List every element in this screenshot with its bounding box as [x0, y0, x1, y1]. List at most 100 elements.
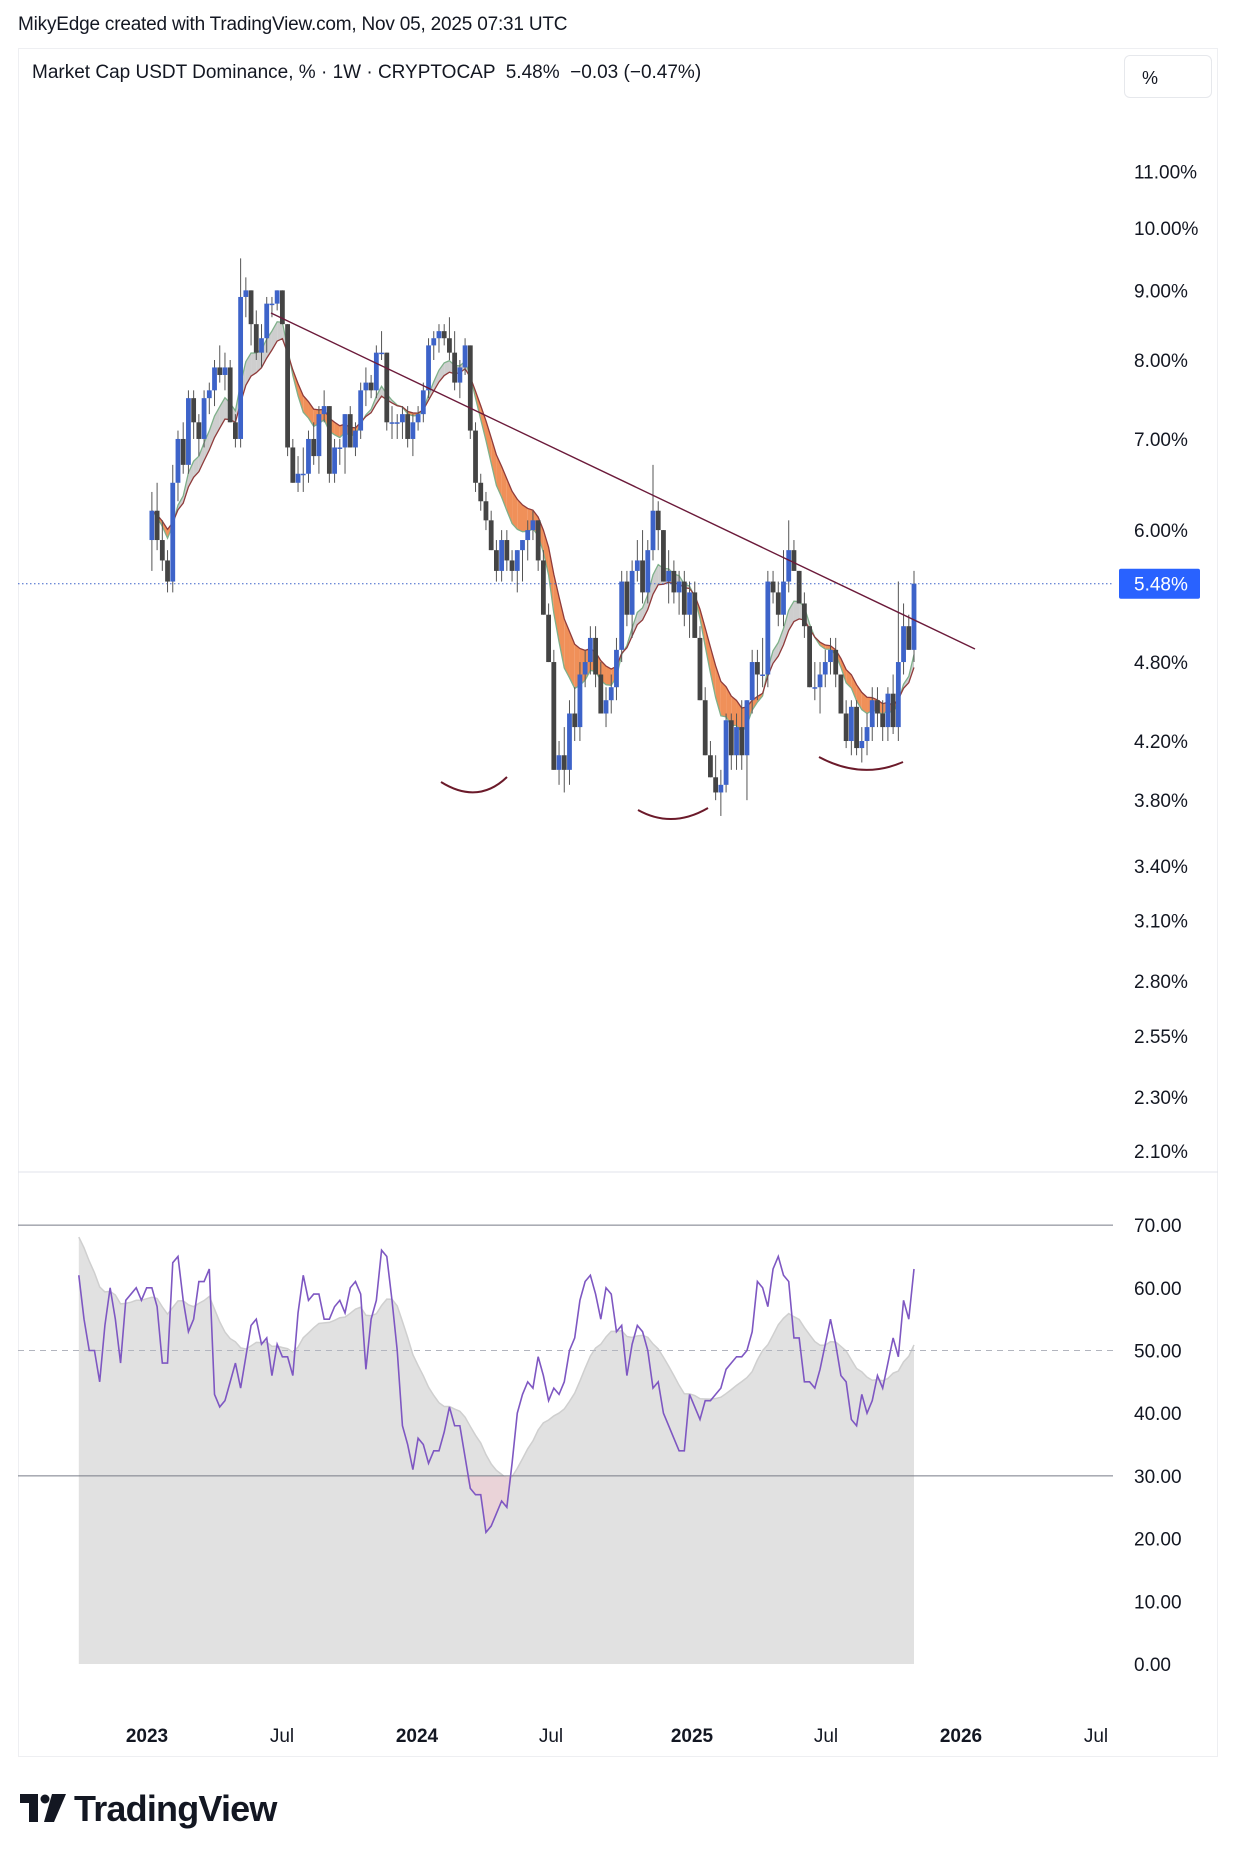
candle[interactable] [614, 637, 619, 701]
candle[interactable] [186, 390, 191, 474]
candle[interactable] [368, 374, 374, 399]
candle[interactable] [180, 422, 186, 474]
candle[interactable] [436, 324, 442, 353]
candle[interactable] [734, 713, 739, 770]
candle[interactable] [624, 570, 630, 627]
candle[interactable] [405, 406, 411, 448]
candle[interactable] [420, 382, 426, 423]
time-axis[interactable]: 2023 Jul 2024 Jul 2025 Jul 2026 Jul [126, 1726, 1108, 1747]
candle[interactable] [786, 520, 792, 593]
candle[interactable] [572, 687, 578, 742]
candle[interactable] [567, 700, 572, 785]
candle[interactable] [598, 662, 604, 714]
candle[interactable] [384, 352, 390, 431]
candle[interactable] [431, 331, 437, 360]
candle[interactable] [775, 581, 781, 627]
candle[interactable] [300, 447, 306, 492]
candle[interactable] [452, 331, 458, 391]
candle[interactable] [337, 438, 343, 465]
candle[interactable] [509, 550, 515, 582]
candle[interactable] [478, 473, 484, 511]
candle[interactable] [191, 390, 197, 439]
arc-bottom-3[interactable] [818, 756, 904, 771]
candle[interactable] [749, 649, 755, 714]
candle[interactable] [447, 317, 452, 360]
candle[interactable] [718, 769, 724, 816]
candle[interactable] [895, 581, 901, 742]
candle[interactable] [389, 406, 395, 439]
candle[interactable] [483, 491, 489, 531]
candle[interactable] [342, 414, 348, 474]
candle[interactable] [791, 540, 797, 571]
candle[interactable] [415, 406, 421, 431]
candle[interactable] [838, 674, 844, 714]
candle[interactable] [801, 592, 807, 638]
candle[interactable] [666, 550, 672, 604]
candle[interactable] [875, 687, 880, 728]
candle[interactable] [640, 530, 645, 604]
candle[interactable] [285, 324, 290, 457]
candle[interactable] [525, 520, 531, 561]
candle[interactable] [379, 331, 384, 360]
candle[interactable] [238, 258, 244, 448]
candle[interactable] [697, 626, 703, 701]
candle[interactable] [462, 338, 468, 375]
candle[interactable] [692, 581, 698, 638]
candle[interactable] [222, 352, 228, 391]
candle[interactable] [332, 438, 337, 483]
candle[interactable] [634, 540, 640, 582]
price-pane[interactable] [18, 258, 1112, 820]
candle[interactable] [817, 662, 823, 714]
candle[interactable] [253, 310, 259, 360]
rsi-axis[interactable]: 70.00 60.00 50.00 40.00 30.00 20.00 10.00 0.00 [1134, 1216, 1182, 1676]
candle[interactable] [259, 324, 264, 368]
candle[interactable] [170, 464, 176, 593]
candle[interactable] [619, 570, 625, 663]
candle[interactable] [290, 438, 296, 483]
candle[interactable] [587, 626, 593, 675]
candle[interactable] [833, 637, 839, 688]
candle[interactable] [765, 570, 771, 688]
candle[interactable] [353, 422, 358, 457]
candle[interactable] [316, 406, 322, 474]
candle[interactable] [311, 422, 317, 465]
candle[interactable] [708, 741, 713, 778]
candle[interactable] [530, 510, 536, 541]
candle[interactable] [274, 290, 280, 311]
candle[interactable] [494, 540, 499, 582]
candle[interactable] [676, 570, 682, 615]
candle[interactable] [457, 360, 463, 399]
candle[interactable] [890, 674, 896, 735]
candle[interactable] [233, 414, 238, 448]
candle[interactable] [869, 687, 875, 742]
rsi-line[interactable] [78, 1248, 915, 1535]
candle[interactable] [227, 360, 233, 423]
candle[interactable] [807, 626, 812, 688]
arc-bottom-1[interactable] [440, 776, 508, 794]
candle[interactable] [556, 741, 562, 785]
candle[interactable] [499, 530, 505, 582]
candle[interactable] [603, 687, 609, 728]
candle[interactable] [796, 570, 802, 604]
candle[interactable] [744, 700, 750, 801]
candle[interactable] [149, 491, 155, 571]
candle[interactable] [864, 713, 870, 756]
candle[interactable] [608, 674, 614, 714]
candle[interactable] [577, 662, 583, 742]
candle[interactable] [854, 700, 859, 756]
candle[interactable] [473, 422, 478, 492]
candle[interactable] [843, 700, 849, 749]
candle[interactable] [217, 345, 223, 383]
candle[interactable] [755, 649, 760, 701]
candle[interactable] [546, 603, 551, 663]
candle[interactable] [347, 406, 353, 448]
candle[interactable] [410, 414, 416, 457]
candle[interactable] [520, 540, 525, 582]
candle[interactable] [540, 550, 546, 615]
candle[interactable] [880, 700, 886, 742]
candle[interactable] [671, 560, 677, 604]
candle[interactable] [551, 649, 557, 770]
candle[interactable] [321, 390, 327, 423]
candle[interactable] [363, 367, 369, 407]
